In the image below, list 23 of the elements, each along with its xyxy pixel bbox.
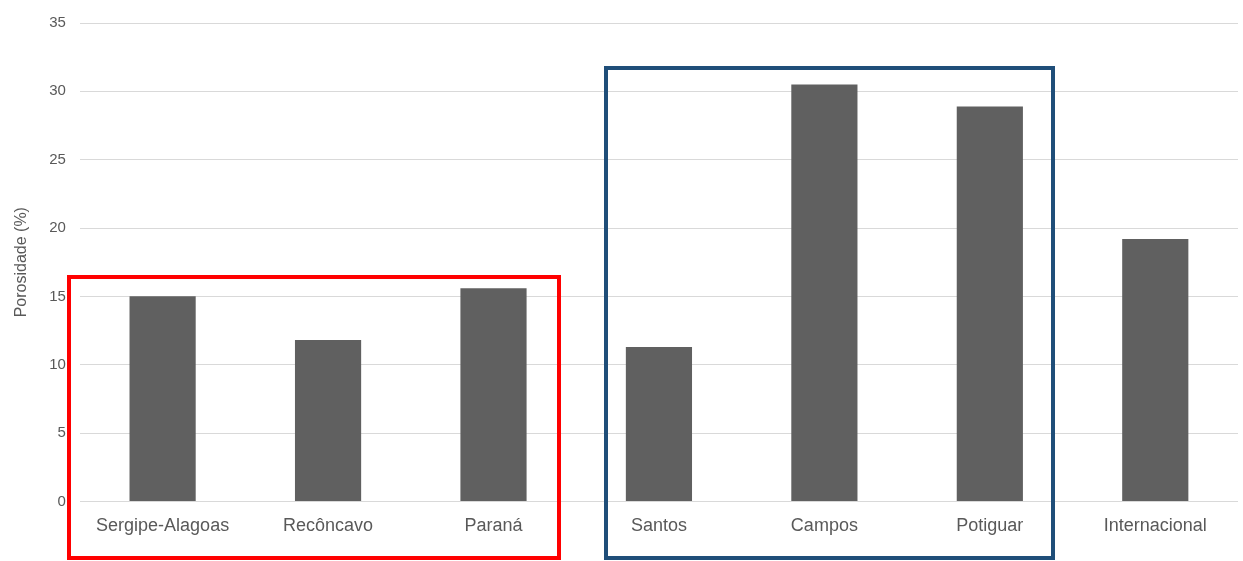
bar: [460, 288, 527, 501]
bar: [129, 296, 196, 501]
y-axis-title: Porosidade (%): [12, 207, 30, 318]
bar: [625, 346, 693, 501]
x-tick-label: Santos: [630, 515, 687, 536]
x-tick-label: Sergipe-Alagoas: [96, 515, 230, 536]
bar: [1122, 238, 1189, 501]
y-tick-label: 0: [57, 491, 66, 509]
y-tick-label: 5: [57, 423, 66, 441]
x-tick-label: Recôncavo: [283, 515, 374, 536]
y-tick-label: 10: [49, 354, 66, 372]
y-tick-label: 35: [49, 13, 66, 31]
x-tick-label: Potiguar: [956, 515, 1024, 536]
bar: [791, 84, 858, 501]
y-tick-label: 20: [49, 218, 66, 236]
x-tick-label: Campos: [790, 515, 858, 536]
x-tick-label: Internacional: [1103, 515, 1207, 536]
y-tick-label: 15: [49, 286, 66, 304]
x-tick-label: Paraná: [464, 515, 524, 536]
bar: [294, 340, 362, 501]
y-tick-label: 30: [49, 81, 66, 99]
bar: [956, 106, 1023, 501]
y-tick-label: 25: [49, 149, 66, 167]
